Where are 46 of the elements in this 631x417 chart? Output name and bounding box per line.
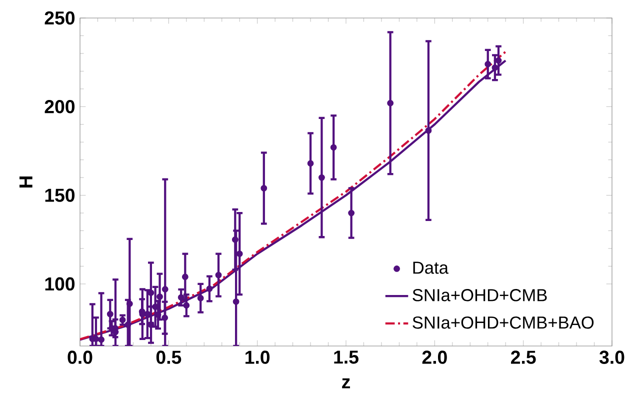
point: [124, 322, 132, 328]
point: [178, 294, 184, 301]
point: [156, 293, 163, 300]
point: [126, 300, 133, 307]
x-tick-label: 0.0: [68, 350, 92, 364]
legend-label: Data: [413, 262, 448, 274]
point: [162, 286, 168, 292]
x-tick-label: 0.5: [156, 350, 182, 364]
point: [307, 160, 314, 167]
point: [318, 174, 325, 181]
legend-label: SNIa+OHD+CMB: [412, 289, 547, 302]
point: [183, 302, 190, 309]
point: [330, 144, 337, 151]
y-tick-label: 150: [45, 188, 75, 202]
point: [232, 236, 238, 243]
point: [215, 272, 222, 278]
point: [495, 57, 502, 64]
y-tick-label: 100: [45, 277, 75, 291]
y-tick-label: 250: [44, 11, 75, 25]
point: [98, 336, 104, 343]
point: [197, 294, 204, 302]
x-tick-label: 2.5: [511, 350, 536, 364]
point: [348, 210, 355, 216]
x-axis-title: z: [342, 378, 350, 388]
point: [484, 60, 492, 68]
x-tick-label: 1.0: [246, 350, 270, 364]
point: [162, 314, 168, 321]
y-tick-label: 200: [44, 100, 75, 114]
point: [236, 250, 243, 257]
point: [148, 322, 154, 328]
point: [232, 298, 240, 305]
y-axis-title: H: [19, 176, 32, 188]
legend-label: SNIa+OHD+CMB+BAO: [412, 316, 594, 329]
point: [112, 328, 119, 336]
point: [387, 100, 394, 106]
point: [182, 274, 188, 280]
point: [260, 184, 268, 192]
point: [425, 127, 432, 134]
point: [144, 310, 151, 318]
x-tick-label: 1.5: [334, 350, 358, 364]
point: [106, 310, 114, 318]
point: [206, 286, 213, 292]
point: [492, 64, 498, 71]
x-tick-label: 3.0: [599, 350, 624, 364]
x-tick-label: 2.0: [422, 350, 447, 364]
point: [148, 290, 154, 296]
